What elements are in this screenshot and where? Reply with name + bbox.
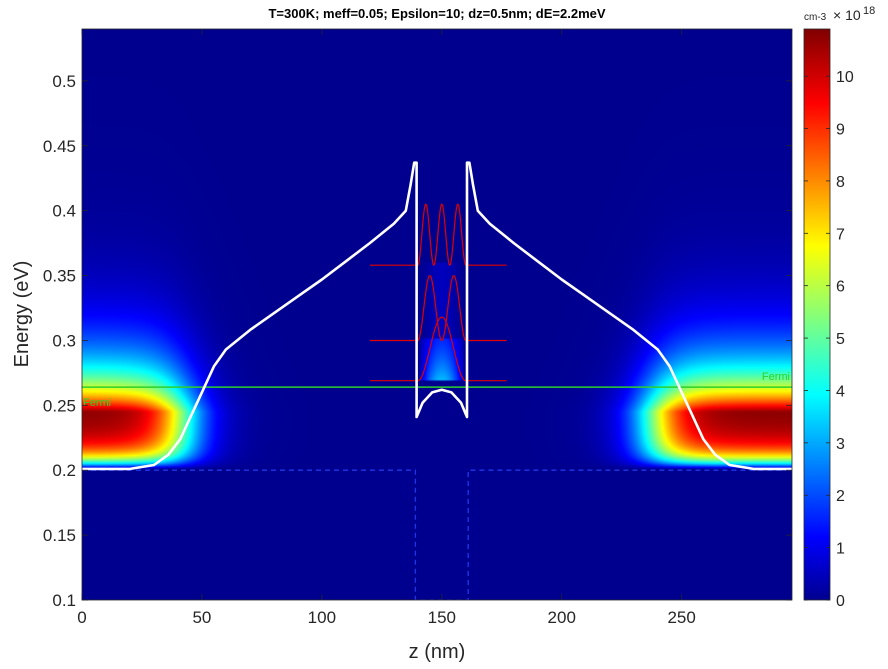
chart-title: T=300K; meff=0.05; Epsilon=10; dz=0.5nm;…	[268, 6, 605, 21]
wavefunction-3	[369, 203, 507, 266]
y-axis-label: Energy (eV)	[11, 261, 33, 368]
y-axis: 0.1 0.15 0.2 0.25 0.3 0.35 0.4 0.45 0.5	[43, 72, 792, 610]
colorbar-tick-label: 0	[836, 593, 845, 610]
wavefunction-2	[369, 274, 507, 342]
colorbar-exponent-base: × 10	[833, 7, 861, 23]
y-tick-label: 0.25	[43, 396, 76, 415]
x-axis-label: z (nm)	[409, 641, 466, 663]
y-tick-label: 0.4	[52, 202, 76, 221]
plot-frame	[81, 28, 793, 601]
fermi-label-right: Fermi	[762, 371, 790, 383]
x-tick-label: 250	[667, 608, 695, 627]
colorbar-tick-label: 10	[836, 69, 854, 86]
colorbar-ticks: 0 1 2 3 4 5 6 7 8 9 10	[804, 69, 854, 610]
y-tick-label: 0.35	[43, 267, 76, 286]
conduction-band-edge	[82, 161, 792, 471]
colorbar-tick-label: 8	[836, 174, 845, 191]
colorbar-tick-label: 7	[836, 226, 845, 243]
colorbar-tick-label: 9	[836, 122, 845, 139]
x-tick-label: 50	[192, 608, 211, 627]
colorbar-gradient	[803, 28, 831, 601]
y-tick-label: 0.2	[52, 461, 76, 480]
x-tick-label: 0	[77, 608, 86, 627]
colorbar: 0 1 2 3 4 5 6 7 8 9 10 cm-3 × 10 18	[803, 5, 875, 610]
colorbar-unit: cm-3	[804, 12, 827, 23]
colorbar-tick-label: 1	[836, 541, 845, 558]
x-tick-label: 150	[428, 608, 456, 627]
wavefunction-1	[369, 316, 507, 382]
colorbar-exponent: 18	[863, 5, 875, 17]
fermi-label-left: Fermi	[83, 397, 111, 409]
colorbar-tick-label: 6	[836, 279, 845, 296]
colorbar-tick-label: 4	[836, 383, 845, 400]
x-tick-label: 100	[308, 608, 336, 627]
y-tick-label: 0.15	[43, 526, 76, 545]
x-axis: 0 50 100 150 200 250	[77, 29, 696, 627]
x-tick-label: 200	[548, 608, 576, 627]
y-tick-label: 0.3	[52, 331, 76, 350]
colorbar-tick-label: 5	[836, 331, 845, 348]
y-tick-label: 0.5	[52, 72, 76, 91]
y-tick-label: 0.45	[43, 137, 76, 156]
plot-overlays: Fermi Fermi	[82, 161, 792, 600]
colorbar-tick-label: 2	[836, 488, 845, 505]
plot-area: Fermi Fermi	[81, 28, 793, 601]
y-tick-label: 0.1	[52, 591, 76, 610]
colorbar-tick-label: 3	[836, 436, 845, 453]
